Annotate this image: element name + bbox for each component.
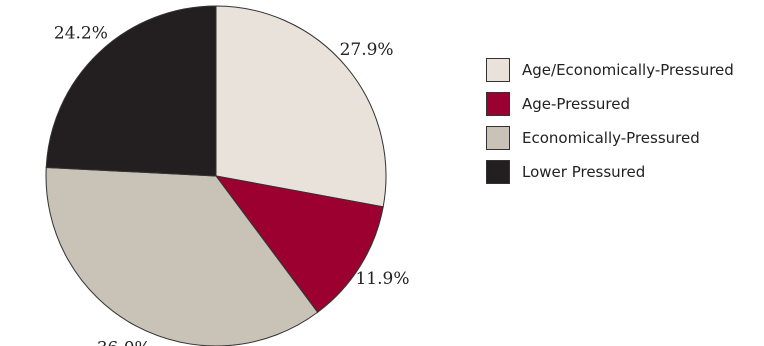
- pie-value-label: 27.9%: [340, 40, 394, 60]
- pie-slice-age-pressured: [214, 175, 384, 313]
- legend-item-lower-pressured: Lower Pressured: [486, 160, 734, 184]
- legend: Age/Economically-Pressured Age-Pressured…: [486, 58, 734, 194]
- pie-slice-economically-pressured: [45, 166, 319, 346]
- legend-swatch: [486, 126, 510, 150]
- pie-value-label: 24.2%: [54, 24, 108, 44]
- pie-value-labels: 27.9% 11.9% 36.0% 24.2%: [54, 24, 410, 346]
- pie-slice-lower-pressured: [45, 5, 217, 177]
- pie-value-label: 36.0%: [97, 338, 151, 346]
- pie-slice-age-economically-pressured: [215, 5, 387, 208]
- legend-label: Lower Pressured: [522, 163, 646, 181]
- legend-item-economically-pressured: Economically-Pressured: [486, 126, 734, 150]
- pie-value-label: 11.9%: [355, 269, 409, 289]
- legend-item-age-pressured: Age-Pressured: [486, 92, 734, 116]
- legend-swatch: [486, 58, 510, 82]
- legend-label: Age/Economically-Pressured: [522, 61, 734, 79]
- legend-label: Economically-Pressured: [522, 129, 700, 147]
- pie-slices: [45, 5, 387, 346]
- legend-label: Age-Pressured: [522, 95, 630, 113]
- legend-swatch: [486, 160, 510, 184]
- legend-item-age-economically-pressured: Age/Economically-Pressured: [486, 58, 734, 82]
- legend-swatch: [486, 92, 510, 116]
